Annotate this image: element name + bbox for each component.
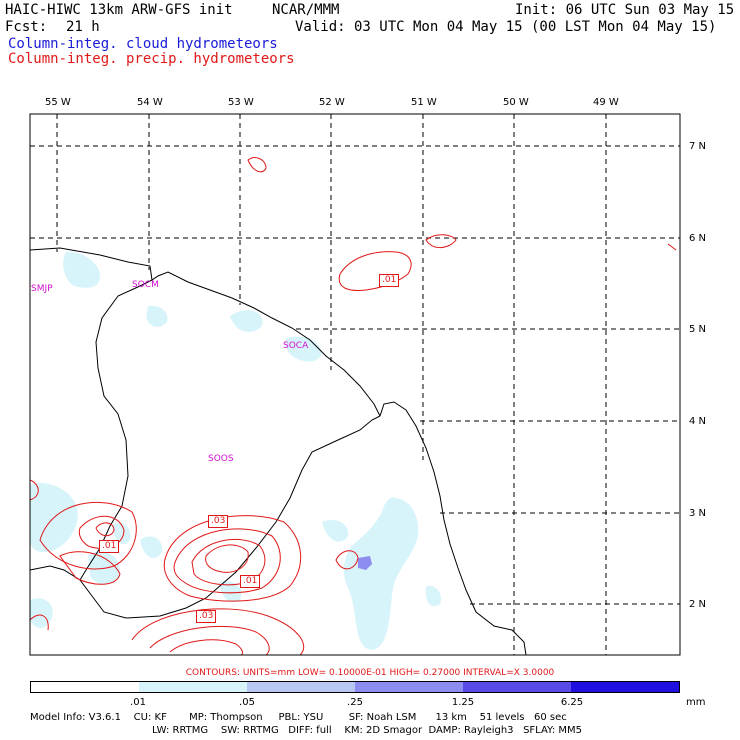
cloud-shading-core [358, 556, 372, 570]
init-time: Init: 06 UTC Sun 03 May 15 [515, 2, 735, 18]
contour-label: .03 [208, 515, 229, 528]
lon-label-54w: 54 W [137, 97, 163, 108]
forecast-hour: 21 h [66, 19, 100, 35]
scale-segment-none [31, 682, 139, 692]
scale-label-125: 1.25 [451, 697, 475, 708]
lon-label-52w: 52 W [319, 97, 345, 108]
scale-label-01: .01 [130, 697, 146, 708]
scale-segment-125 [463, 682, 571, 692]
contour-label: .01 [240, 575, 261, 588]
scale-units: mm [686, 697, 706, 708]
lat-lon-grid [30, 114, 680, 655]
scale-segment-05 [247, 682, 355, 692]
lon-label-51w: 51 W [411, 97, 437, 108]
color-scale-bar [30, 681, 680, 693]
lon-label-55w: 55 W [45, 97, 71, 108]
cloud-shading [30, 251, 442, 650]
lat-label-5n: 5 N [689, 324, 707, 335]
contour-label: .01 [99, 540, 120, 553]
station-soos: SOOS [208, 454, 234, 464]
cloud-field-title: Column-integ. cloud hydrometeors [8, 36, 278, 52]
scale-segment-01 [139, 682, 247, 692]
center-name: NCAR/MMM [272, 2, 340, 18]
scale-label-625: 6.25 [560, 697, 584, 708]
model-info-line2: LW: RRTMG SW: RRTMG DIFF: full KM: 2D Sm… [152, 725, 582, 736]
station-soca: SOCA [283, 341, 309, 351]
lon-label-49w: 49 W [593, 97, 619, 108]
valid-time: Valid: 03 UTC Mon 04 May 15 (00 LST Mon … [295, 19, 717, 35]
lat-label-7n: 7 N [689, 141, 707, 152]
station-smjp: SMJP [31, 284, 53, 294]
contour-label: .01 [379, 274, 400, 287]
scale-label-05: .05 [239, 697, 255, 708]
contours-info: CONTOURS: UNITS=mm LOW= 0.10000E-01 HIGH… [185, 668, 555, 678]
map-frame [29, 113, 681, 656]
lat-label-4n: 4 N [689, 416, 707, 427]
precip-field-title: Column-integ. precip. hydrometeors [8, 51, 295, 67]
lon-label-53w: 53 W [228, 97, 254, 108]
model-title: HAIC-HIWC 13km ARW-GFS init [5, 2, 233, 18]
scale-segment-625 [571, 682, 679, 692]
forecast-label: Fcst: [5, 19, 48, 35]
lon-label-50w: 50 W [503, 97, 529, 108]
scale-label-25: .25 [347, 697, 363, 708]
lat-label-2n: 2 N [689, 599, 707, 610]
lat-label-3n: 3 N [689, 508, 707, 519]
scale-segment-25 [355, 682, 463, 692]
station-socm: SOCM [132, 280, 159, 290]
contour-label: .03 [196, 610, 217, 623]
lat-label-6n: 6 N [689, 233, 707, 244]
model-info-line1: Model Info: V3.6.1 CU: KF MP: Thompson P… [30, 712, 567, 723]
